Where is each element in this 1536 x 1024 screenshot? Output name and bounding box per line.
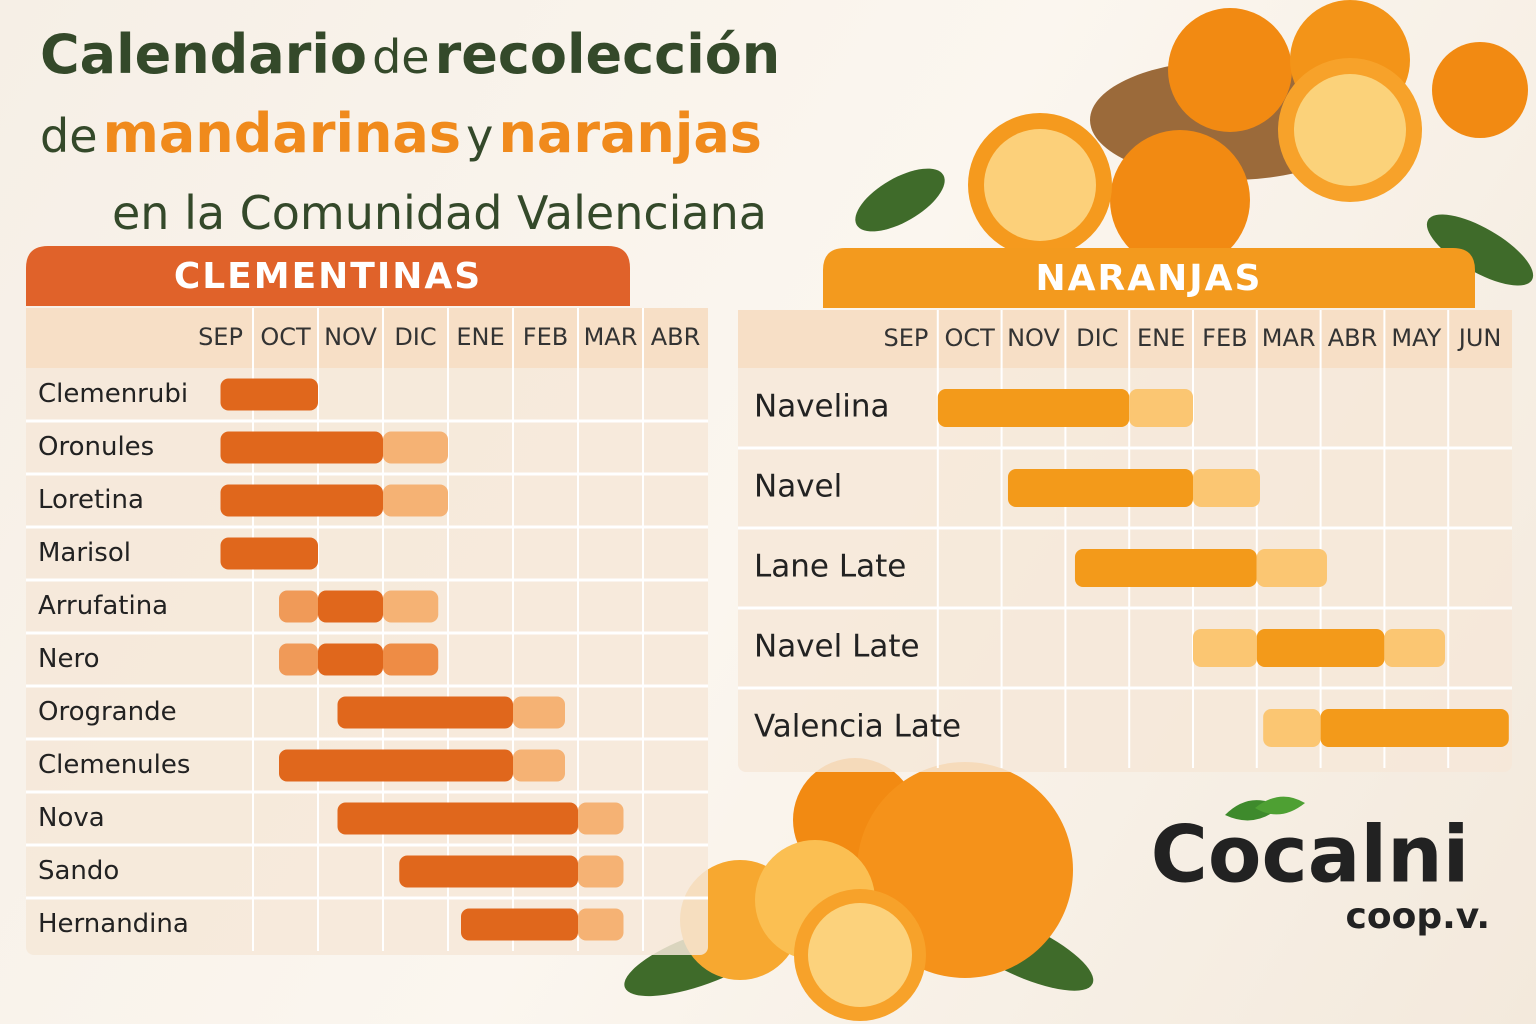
season-bar (318, 590, 383, 623)
row-label: Lane Late (754, 549, 906, 585)
month-label: NOV (324, 323, 377, 351)
month-label: ENE (456, 323, 504, 351)
row-label: Orogrande (38, 697, 177, 727)
season-bar (337, 696, 513, 729)
season-bar (937, 389, 1130, 427)
month-label: DIC (394, 323, 436, 351)
season-bar (337, 802, 578, 835)
season-bar (1074, 549, 1257, 587)
month-label: SEP (883, 324, 928, 352)
season-bar (461, 908, 578, 941)
row-label: Clemenules (38, 750, 190, 780)
month-label: ABR (1328, 324, 1378, 352)
season-bar (578, 802, 624, 835)
row-label: Nero (38, 644, 99, 674)
chart-title: NARANJAS (1036, 258, 1263, 299)
row-label: Valencia Late (754, 709, 961, 745)
month-label: OCT (945, 324, 996, 352)
season-bar (279, 643, 318, 676)
season-bar (220, 537, 318, 570)
title-word: mandarinas (102, 102, 462, 165)
season-bar (1256, 549, 1327, 587)
row-label: Hernandina (38, 909, 189, 939)
season-bar (383, 484, 448, 517)
season-bar (318, 643, 383, 676)
season-bar (220, 378, 318, 411)
season-bar (1263, 709, 1321, 747)
month-label: FEB (1202, 324, 1247, 352)
season-bar (578, 908, 624, 941)
month-label: DIC (1076, 324, 1118, 352)
row-label: Navel (754, 469, 842, 505)
logo-name: Cocalni (1151, 810, 1470, 900)
season-bar (513, 749, 565, 782)
title-word: Calendario (40, 23, 367, 86)
logo-suffix: coop.v. (1346, 896, 1490, 937)
month-label: MAR (1262, 324, 1316, 352)
month-label: MAY (1391, 324, 1441, 352)
title-word: recolección (434, 23, 781, 86)
season-bar (383, 590, 439, 623)
row-label: Nova (38, 803, 105, 833)
season-bar (1193, 629, 1257, 667)
month-label: ABR (651, 323, 701, 351)
title-word: de (40, 109, 98, 163)
season-bar (513, 696, 565, 729)
month-label: NOV (1007, 324, 1060, 352)
month-label: SEP (198, 323, 243, 351)
header-row (738, 310, 1512, 368)
month-label: MAR (584, 323, 638, 351)
season-bar (1256, 629, 1385, 667)
title-word: y (466, 109, 494, 163)
row-label: Clemenrubi (38, 379, 188, 409)
chart-title: CLEMENTINAS (174, 256, 482, 297)
season-bar (399, 855, 578, 888)
row-label: Sando (38, 856, 119, 886)
panel (738, 310, 1512, 772)
month-label: ENE (1137, 324, 1185, 352)
season-bar (220, 484, 383, 517)
title-word: naranjas (498, 102, 762, 165)
banner (26, 246, 630, 306)
title: Calendario de recolección de mandarinas … (40, 22, 780, 257)
season-bar (578, 855, 624, 888)
header-row (26, 308, 708, 368)
row-label: Arrufatina (38, 591, 168, 621)
month-label: JUN (1457, 324, 1502, 352)
row-label: Oronules (38, 432, 154, 462)
banner (823, 248, 1475, 308)
row-label: Marisol (38, 538, 131, 568)
month-label: OCT (260, 323, 311, 351)
title-word: de (372, 30, 430, 84)
row-label: Loretina (38, 485, 144, 515)
season-bar (1129, 389, 1193, 427)
row-label: Navel Late (754, 629, 920, 665)
title-word: en la Comunidad Valenciana (112, 186, 767, 240)
season-bar (383, 643, 439, 676)
season-bar (279, 749, 513, 782)
season-bar (220, 431, 383, 464)
season-bar (1384, 629, 1446, 667)
season-bar (1007, 469, 1193, 507)
season-bar (383, 431, 448, 464)
season-bar (1320, 709, 1509, 747)
season-bar (1193, 469, 1260, 507)
season-bar (279, 590, 318, 623)
month-label: FEB (523, 323, 568, 351)
row-label: Navelina (754, 389, 889, 425)
